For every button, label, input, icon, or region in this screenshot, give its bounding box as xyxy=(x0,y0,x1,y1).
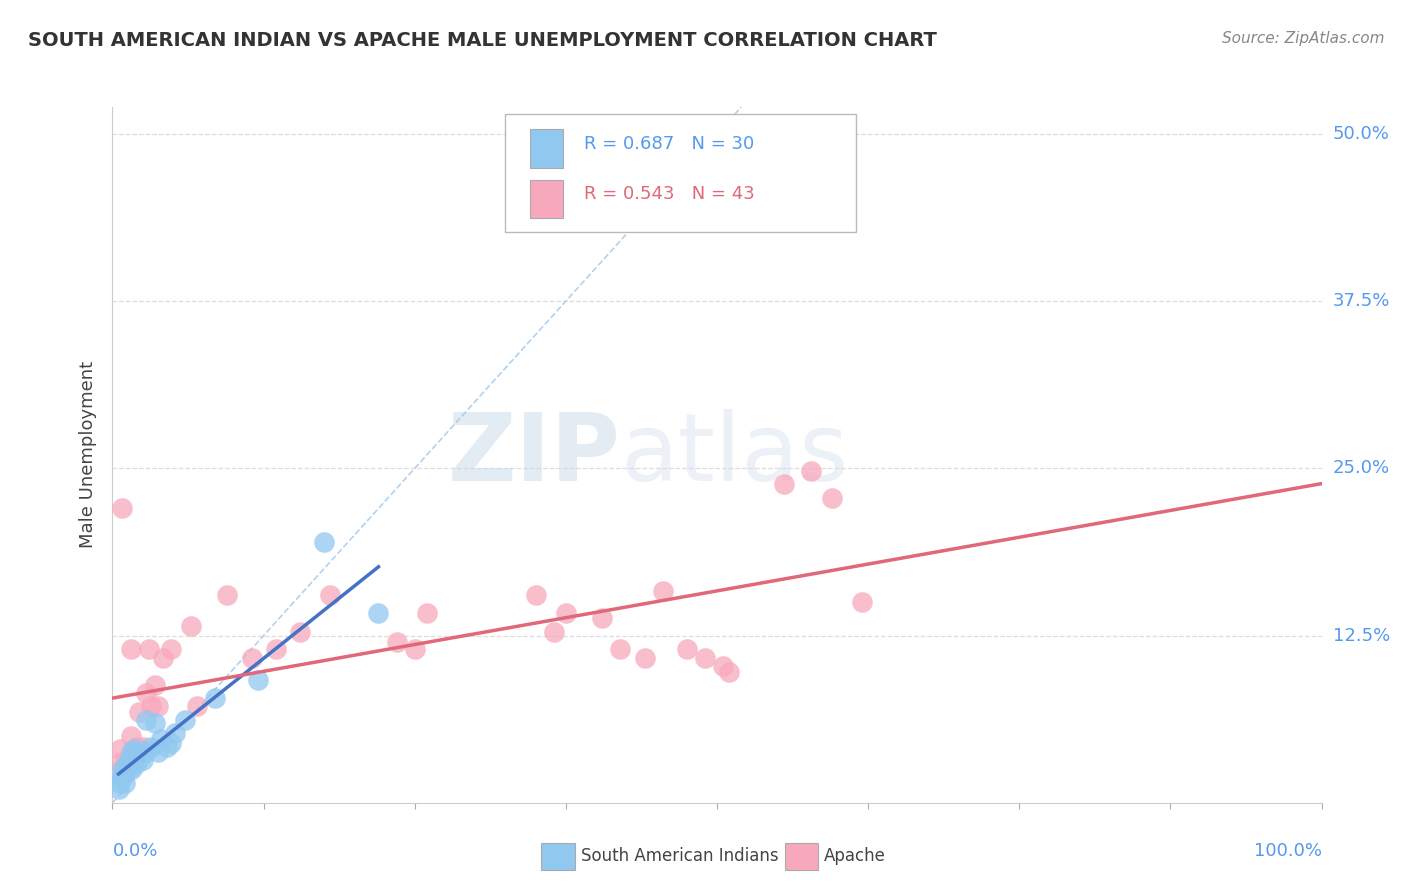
Point xyxy=(319,589,342,603)
Point xyxy=(288,624,311,639)
Point xyxy=(851,595,873,609)
Point xyxy=(148,745,170,759)
Point xyxy=(180,619,202,633)
Point xyxy=(138,642,160,657)
Point xyxy=(385,635,408,649)
Text: R = 0.543   N = 43: R = 0.543 N = 43 xyxy=(583,185,755,203)
Point xyxy=(143,678,166,692)
Point xyxy=(312,535,335,549)
Point xyxy=(115,762,138,776)
Point xyxy=(186,699,208,714)
Text: atlas: atlas xyxy=(620,409,849,501)
Text: 12.5%: 12.5% xyxy=(1333,626,1391,645)
Text: Apache: Apache xyxy=(824,847,886,865)
Point xyxy=(117,756,139,770)
Point xyxy=(114,766,136,780)
Point xyxy=(156,739,179,754)
Point xyxy=(772,477,794,491)
Point xyxy=(367,606,389,620)
Point xyxy=(524,589,547,603)
Point xyxy=(107,756,129,770)
Point xyxy=(159,642,181,657)
Point xyxy=(107,782,129,797)
Text: 50.0%: 50.0% xyxy=(1333,125,1389,143)
Point xyxy=(108,742,131,756)
Point xyxy=(148,699,170,714)
Point xyxy=(120,642,142,657)
Point xyxy=(134,745,156,759)
Point xyxy=(543,624,565,639)
Point xyxy=(111,501,134,516)
Point xyxy=(264,642,287,657)
Point xyxy=(118,753,141,767)
Point xyxy=(633,651,655,665)
Point xyxy=(693,651,716,665)
Text: South American Indians: South American Indians xyxy=(581,847,779,865)
Point xyxy=(125,739,148,754)
Point xyxy=(246,673,269,687)
Bar xyxy=(530,180,564,219)
Text: ZIP: ZIP xyxy=(447,409,620,501)
Point xyxy=(800,464,823,478)
Point xyxy=(128,745,150,759)
Point xyxy=(135,713,157,727)
Y-axis label: Male Unemployment: Male Unemployment xyxy=(79,361,97,549)
Point xyxy=(159,735,181,749)
Point xyxy=(114,775,136,790)
Text: 0.0%: 0.0% xyxy=(112,842,157,860)
Point xyxy=(651,584,673,599)
Point xyxy=(132,739,155,754)
Point xyxy=(125,756,148,770)
Point xyxy=(111,762,134,776)
Point xyxy=(111,769,134,783)
Point xyxy=(821,491,844,505)
Point xyxy=(121,762,143,776)
Point xyxy=(141,699,163,714)
Point xyxy=(122,742,145,756)
Point xyxy=(141,739,163,754)
Point xyxy=(711,659,734,673)
Point xyxy=(718,665,741,679)
Point xyxy=(217,589,239,603)
Point xyxy=(120,745,142,759)
Point xyxy=(110,772,132,786)
Point xyxy=(132,753,155,767)
Point xyxy=(675,642,697,657)
Point xyxy=(152,651,174,665)
Text: 25.0%: 25.0% xyxy=(1333,459,1391,477)
Text: Source: ZipAtlas.com: Source: ZipAtlas.com xyxy=(1222,31,1385,46)
Text: R = 0.687   N = 30: R = 0.687 N = 30 xyxy=(583,135,754,153)
Point xyxy=(404,642,426,657)
Point xyxy=(114,758,136,772)
Point xyxy=(107,775,129,790)
Point xyxy=(120,729,142,743)
Point xyxy=(165,726,187,740)
Point xyxy=(609,642,631,657)
Text: SOUTH AMERICAN INDIAN VS APACHE MALE UNEMPLOYMENT CORRELATION CHART: SOUTH AMERICAN INDIAN VS APACHE MALE UNE… xyxy=(28,31,936,50)
Point xyxy=(143,715,166,730)
Point xyxy=(174,713,197,727)
Point xyxy=(204,691,226,706)
Point xyxy=(115,753,138,767)
FancyBboxPatch shape xyxy=(506,114,856,232)
Point xyxy=(135,686,157,700)
Point xyxy=(122,753,145,767)
Point xyxy=(416,606,439,620)
Point xyxy=(149,731,172,746)
Bar xyxy=(530,129,564,168)
Point xyxy=(554,606,576,620)
Text: 100.0%: 100.0% xyxy=(1254,842,1322,860)
Point xyxy=(591,611,613,625)
Text: 37.5%: 37.5% xyxy=(1333,292,1391,310)
Point xyxy=(240,651,263,665)
Point xyxy=(128,705,150,719)
